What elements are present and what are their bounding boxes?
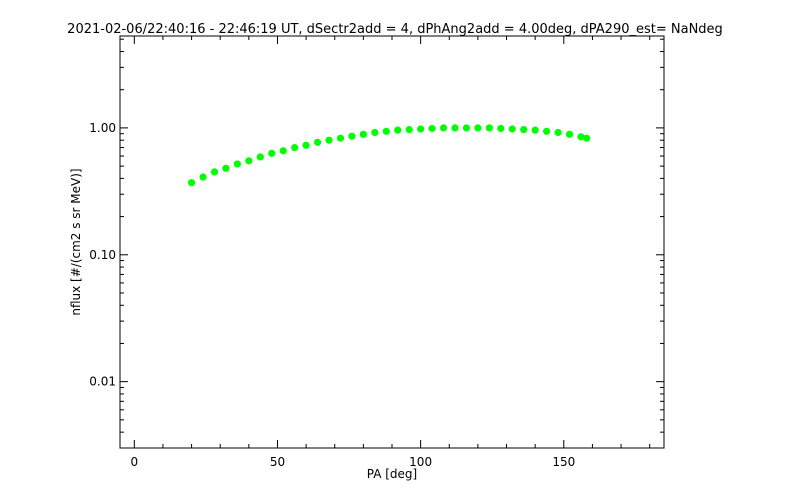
x-tick-label: 50 xyxy=(270,455,285,469)
data-point xyxy=(583,134,591,142)
data-point xyxy=(256,153,264,161)
data-point xyxy=(279,147,287,155)
data-point xyxy=(222,164,230,172)
x-tick-label: 150 xyxy=(552,455,575,469)
data-point xyxy=(417,125,425,133)
data-point xyxy=(348,132,356,140)
data-point xyxy=(577,133,585,141)
data-point xyxy=(245,157,253,165)
data-point xyxy=(508,125,516,133)
data-point xyxy=(565,130,574,138)
data-point xyxy=(474,124,482,132)
data-point xyxy=(187,179,196,187)
data-point xyxy=(451,124,459,132)
data-point xyxy=(531,126,539,134)
plot-frame xyxy=(119,35,665,449)
data-point xyxy=(497,124,505,133)
data-point xyxy=(233,160,241,168)
y-axis-label: nflux [#/(cm2 s sr MeV)] xyxy=(69,168,83,315)
x-tick-label: 100 xyxy=(409,455,432,469)
data-point xyxy=(394,126,402,134)
y-tick-labels: 0.01 0.10 1.00 xyxy=(89,121,116,389)
y-tick-label: 0.10 xyxy=(89,248,116,262)
data-point xyxy=(405,125,413,134)
x-tick-label: 0 xyxy=(130,455,138,469)
data-point xyxy=(439,124,448,132)
data-point xyxy=(302,141,310,149)
data-point xyxy=(520,125,528,134)
data-point xyxy=(543,127,551,135)
data-point xyxy=(291,143,299,152)
data-point xyxy=(485,124,493,132)
data-point xyxy=(325,136,333,144)
chart-title: 2021-02-06/22:40:16 - 22:46:19 UT, dSect… xyxy=(67,22,723,37)
x-tick-labels: 0 50 100 150 xyxy=(130,455,575,469)
data-point xyxy=(371,128,379,137)
x-axis-label: PA [deg] xyxy=(367,467,417,481)
data-point xyxy=(554,128,562,137)
data-point xyxy=(359,130,367,138)
data-point xyxy=(210,168,219,176)
data-point xyxy=(462,124,471,132)
data-series xyxy=(187,124,591,187)
data-point xyxy=(428,124,436,133)
y-tick-label: 1.00 xyxy=(89,121,116,135)
data-point xyxy=(268,149,276,157)
data-point xyxy=(336,134,345,142)
data-point xyxy=(313,138,322,146)
data-point xyxy=(382,127,390,135)
axis-ticks xyxy=(120,36,664,449)
y-tick-label: 0.01 xyxy=(89,375,116,389)
data-point xyxy=(199,173,207,181)
